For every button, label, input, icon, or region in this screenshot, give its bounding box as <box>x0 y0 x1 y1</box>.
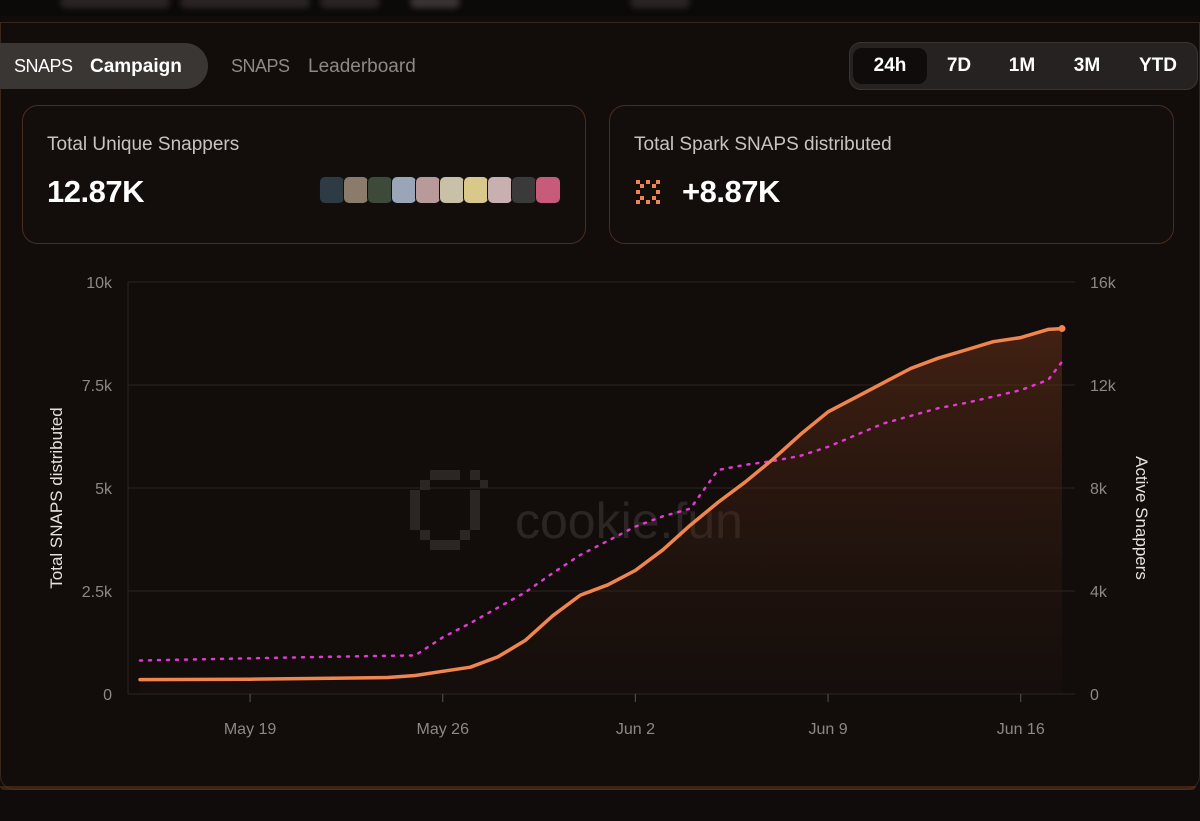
y2-tick-label: 0 <box>1090 687 1099 704</box>
y-tick-label: 5k <box>95 481 113 498</box>
y2-axis-title: Active Snappers <box>1132 456 1151 580</box>
range-button-7d[interactable]: 7D <box>946 55 972 76</box>
spark-icon <box>636 180 660 204</box>
y-tick-label: 10k <box>86 275 113 292</box>
snaps-area <box>140 328 1062 694</box>
y-axis-title: Total SNAPS distributed <box>47 407 66 588</box>
avatar <box>439 176 465 204</box>
range-button-1m[interactable]: 1M <box>1008 55 1036 76</box>
avatar <box>535 176 561 204</box>
avatar <box>391 176 417 204</box>
y-tick-label: 7.5k <box>82 378 113 395</box>
avatar <box>343 176 369 204</box>
x-tick-label: Jun 16 <box>997 721 1045 738</box>
y-tick-label: 2.5k <box>82 584 113 601</box>
total-snaps-endpoint <box>1058 325 1066 333</box>
range-button-3m[interactable]: 3M <box>1073 55 1101 76</box>
watermark-logo <box>410 470 488 550</box>
range-button-24h[interactable]: 24h <box>853 48 927 84</box>
total-snaps-line <box>138 326 1064 682</box>
unique-snappers-value: 12.87K <box>47 174 144 209</box>
active-snappers-line <box>138 360 1064 662</box>
avatar <box>487 176 513 204</box>
avatar <box>511 176 537 204</box>
y2-tick-label: 16k <box>1090 275 1117 292</box>
y2-tick-label: 8k <box>1090 481 1108 498</box>
unique-snappers-card: Total Unique Snappers 12.87K <box>22 105 586 244</box>
y2-tick-label: 12k <box>1090 378 1117 395</box>
top-strip <box>0 0 1200 16</box>
x-tick-label: May 26 <box>417 721 470 738</box>
x-tick-label: May 19 <box>224 721 277 738</box>
spark-snaps-value: +8.87K <box>682 174 780 209</box>
tab-leaderboard-prefix[interactable]: SNAPS <box>231 56 290 76</box>
x-tick-label: Jun 2 <box>616 721 655 738</box>
y-tick-label: 0 <box>103 687 112 704</box>
spark-snaps-card: Total Spark SNAPS distributed +8.87K <box>609 105 1174 244</box>
unique-snappers-title: Total Unique Snappers <box>47 134 240 155</box>
range-button-ytd[interactable]: YTD <box>1139 55 1177 76</box>
avatar <box>415 176 441 204</box>
time-range-selector: 24h 7D 1M 3M YTD <box>849 42 1198 90</box>
avatar <box>463 176 489 204</box>
avatar <box>367 176 393 204</box>
y2-tick-label: 4k <box>1090 584 1108 601</box>
spark-snaps-title: Total Spark SNAPS distributed <box>634 134 892 155</box>
tab-campaign[interactable] <box>0 43 208 89</box>
tab-leaderboard-label[interactable]: Leaderboard <box>308 56 416 77</box>
tab-campaign-prefix[interactable]: SNAPS <box>14 56 73 76</box>
panel-edge-glow <box>0 786 1196 790</box>
avatar <box>319 176 345 204</box>
x-tick-label: Jun 9 <box>808 721 847 738</box>
tab-campaign-label[interactable]: Campaign <box>90 56 182 77</box>
